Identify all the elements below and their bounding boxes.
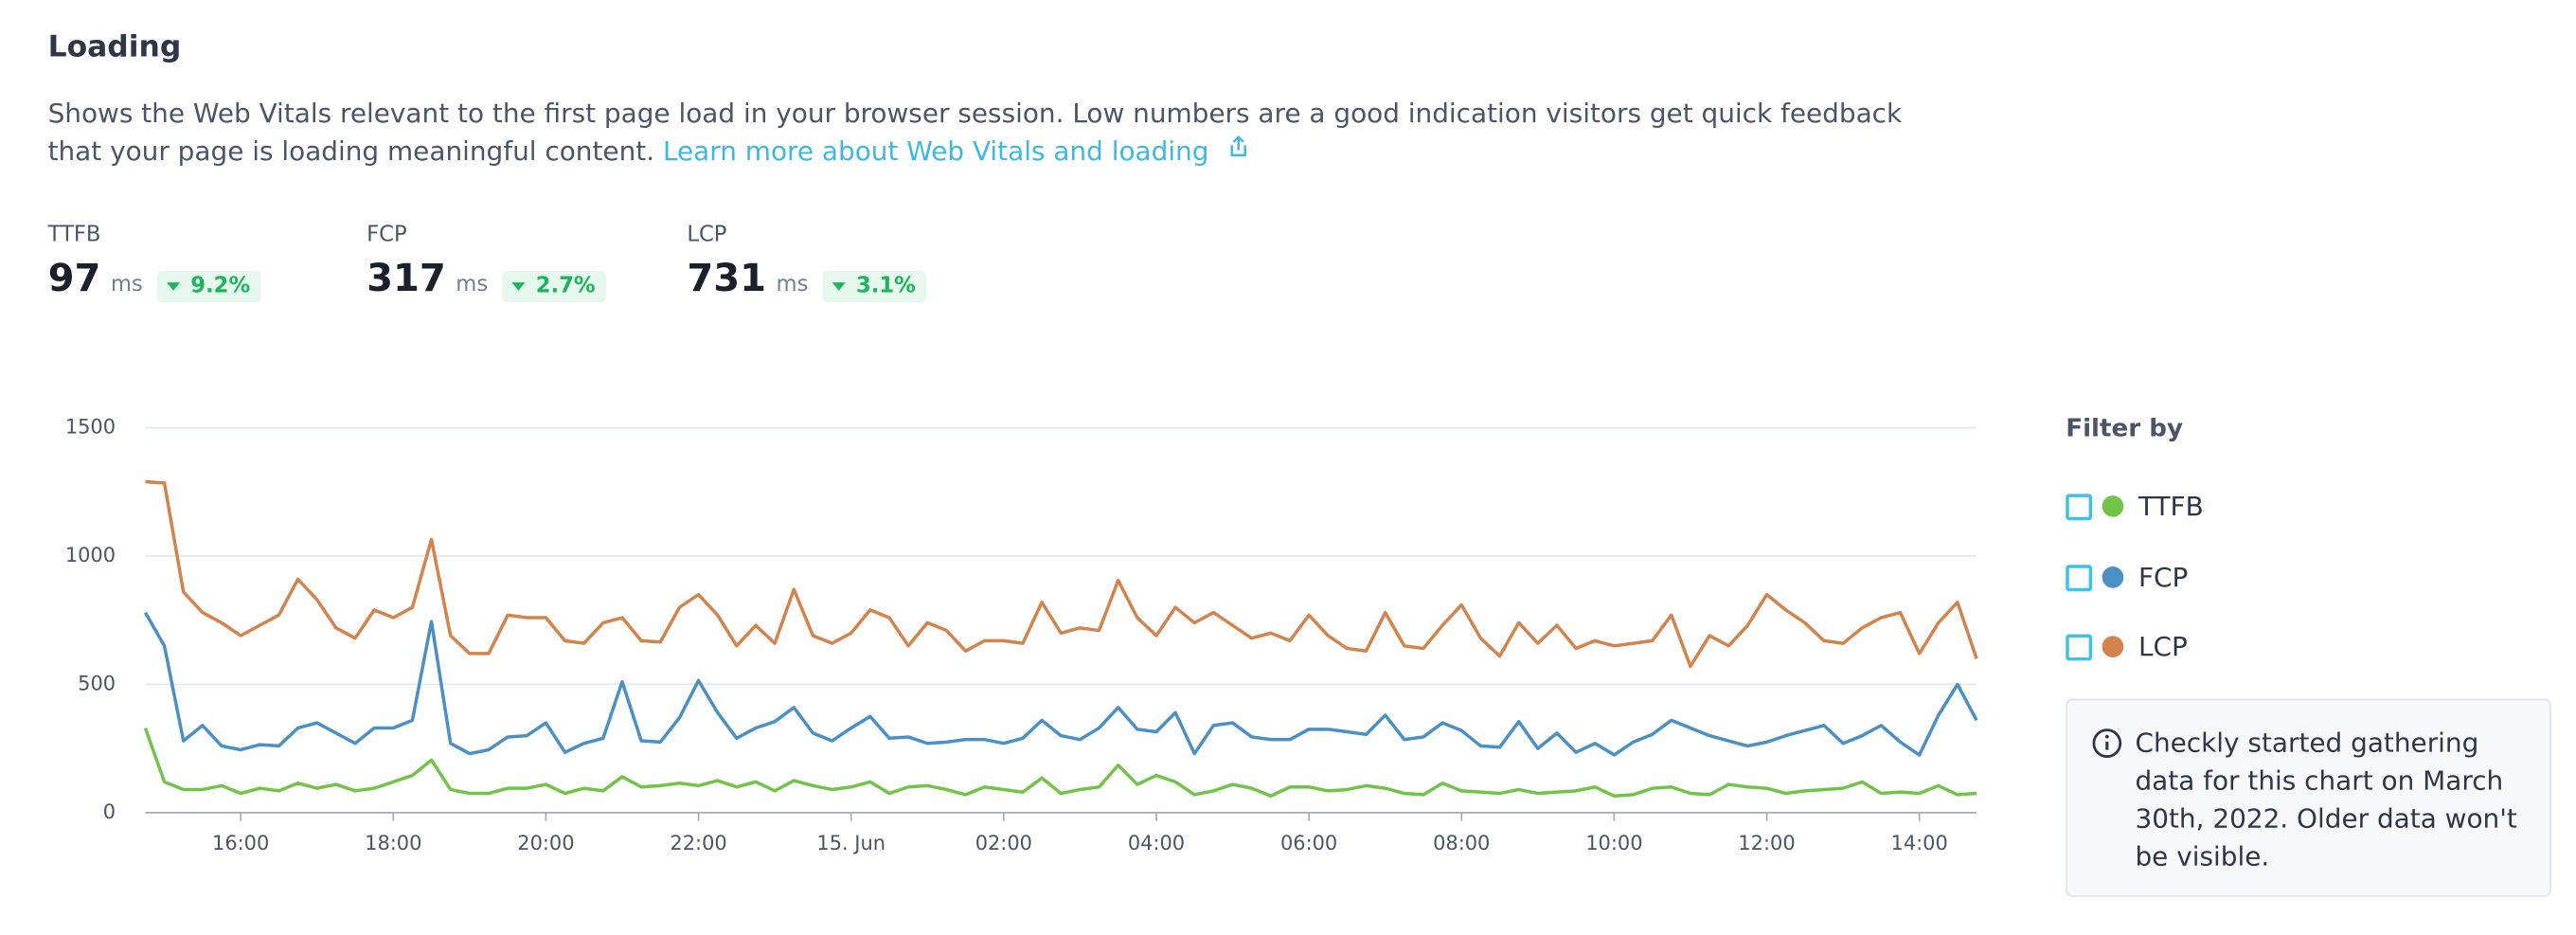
y-tick-label: 1500: [65, 416, 116, 439]
down-arrow: [832, 282, 847, 291]
metric-value: 731: [687, 258, 767, 301]
down-arrow: [512, 282, 527, 291]
y-tick-label: 1000: [65, 544, 116, 566]
metric-value: 97: [47, 258, 101, 301]
change-value: 9.2%: [190, 274, 251, 299]
metric-label: TTFB: [47, 223, 101, 248]
legend-label: FCP: [2138, 561, 2189, 593]
y-tick-label: 0: [103, 800, 116, 823]
metric: LCP 731 ms 3.1%: [687, 223, 926, 303]
section-title: Loading: [47, 29, 182, 65]
legend-checkbox[interactable]: [2066, 633, 2093, 660]
x-tick-label: 06:00: [1280, 832, 1337, 854]
change-value: 3.1%: [855, 274, 916, 299]
description: Shows the Web Vitals relevant to the fir…: [47, 97, 1903, 168]
learn-more-link[interactable]: Learn more about Web Vitals and loading: [662, 135, 1209, 168]
metric-unit: ms: [456, 272, 489, 297]
legend-title: Filter by: [2066, 412, 2184, 443]
change-badge: 3.1%: [823, 270, 926, 303]
metric-label: FCP: [367, 223, 407, 248]
info-text: Checkly started gathering data for this …: [2135, 727, 2517, 872]
y-tick-label: 500: [78, 672, 116, 694]
change-badge: 9.2%: [157, 270, 260, 303]
metric-row: 97 ms 9.2%: [47, 258, 260, 303]
x-tick-label: 12:00: [1738, 832, 1795, 854]
legend-checkbox[interactable]: [2066, 564, 2093, 591]
legend-swatch: [2102, 495, 2124, 517]
x-tick-label: 08:00: [1433, 832, 1490, 854]
description-block: Shows the Web Vitals relevant to the fir…: [48, 94, 1964, 170]
legend-item[interactable]: LCP: [2066, 631, 2188, 662]
chart: 0 500 1000 1500 16:00 18:00 20:00 22:00 15. Jun 0…: [65, 416, 1978, 854]
x-tick-label: 04:00: [1128, 832, 1185, 854]
x-tick-label: 15. Jun: [816, 832, 886, 854]
info-icon: [2092, 728, 2122, 758]
legend-item[interactable]: TTFB: [2066, 491, 2204, 522]
legend-label: LCP: [2138, 631, 2188, 663]
legend-swatch: [2102, 566, 2124, 588]
legend-label: TTFB: [2138, 490, 2204, 522]
x-tick-label: 10:00: [1585, 832, 1642, 854]
x-tick-label: 14:00: [1891, 832, 1948, 854]
legend-swatch: [2102, 636, 2124, 657]
external-icon: [1230, 135, 1247, 157]
metric: TTFB 97 ms 9.2%: [47, 223, 260, 303]
change-value: 2.7%: [535, 274, 596, 299]
metric-value: 317: [367, 258, 446, 301]
series-line: [143, 727, 1977, 798]
metric-unit: ms: [776, 272, 809, 297]
down-arrow: [167, 282, 181, 291]
metric: FCP 317 ms 2.7%: [367, 223, 606, 303]
x-tick-label: 02:00: [975, 832, 1032, 854]
metric-row: 731 ms 3.1%: [687, 258, 926, 303]
change-badge: 2.7%: [502, 270, 606, 303]
x-tick-label: 16:00: [212, 832, 269, 854]
legend-item[interactable]: FCP: [2066, 562, 2188, 593]
series-line: [143, 611, 1978, 757]
x-tick-label: 20:00: [517, 832, 574, 854]
metric-row: 317 ms 2.7%: [367, 258, 606, 303]
x-tick-label: 18:00: [365, 832, 421, 854]
metric-unit: ms: [110, 272, 143, 297]
series-line: [145, 479, 1978, 669]
info-box: Checkly started gathering data for this …: [2066, 698, 2551, 897]
x-tick-label: 22:00: [670, 832, 726, 854]
legend-checkbox[interactable]: [2066, 493, 2093, 520]
metric-label: LCP: [687, 223, 727, 248]
